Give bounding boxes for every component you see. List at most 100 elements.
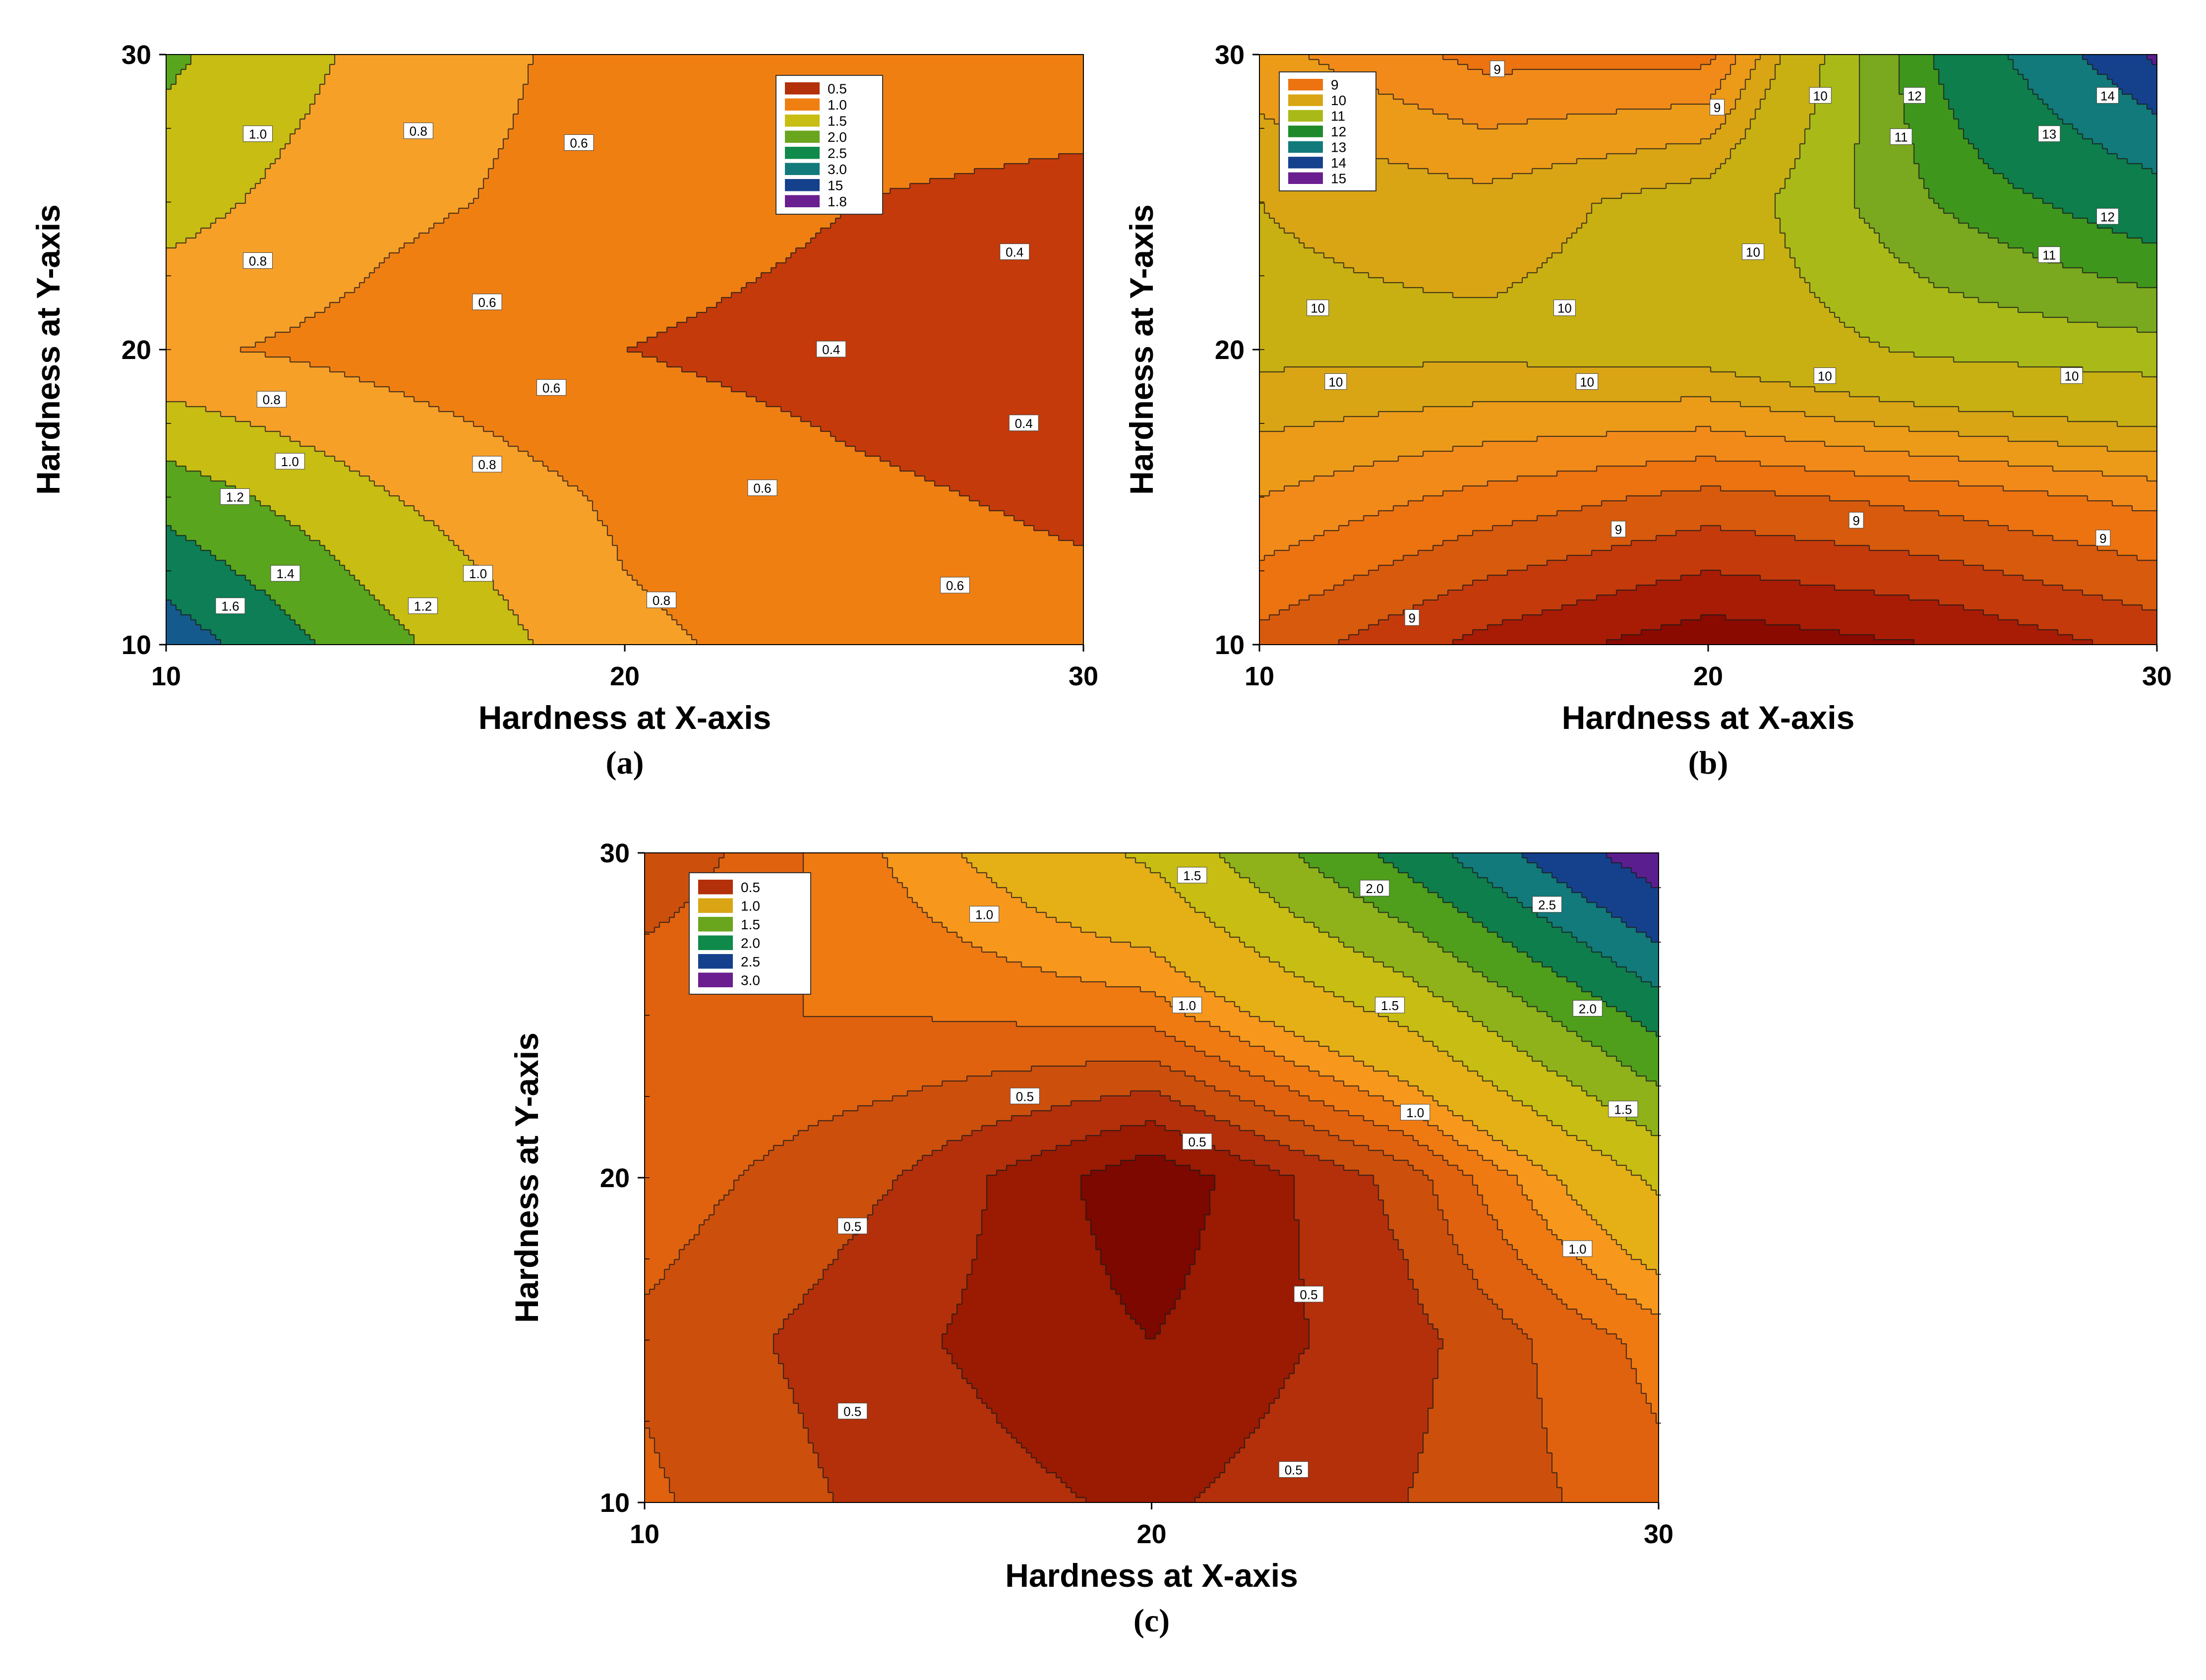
contour-cell [166,60,172,65]
contour-cell [310,60,315,65]
contour-cell [295,60,300,65]
contour-cell [171,60,177,65]
contour-cell [642,60,648,65]
contour-cell [1059,55,1064,60]
contour-cell [875,60,881,65]
contour-cell [697,60,702,65]
contour-cell [984,55,990,60]
contour-cell [647,55,653,60]
contour-cell [890,60,895,65]
contour-cell [1024,55,1029,60]
contour-cell [444,55,449,60]
contour-cell [974,55,980,60]
contour-cell [702,55,707,60]
contour-cell [766,55,772,60]
contour-cell [384,60,390,65]
contour-cell [250,60,256,65]
contour-cell [796,60,801,65]
contour-cell [221,60,226,65]
contour-cell [806,55,811,60]
contour-cell [236,60,241,65]
contour-cell [478,55,484,60]
contour-cell [736,60,742,65]
contour-cell [434,60,439,65]
contour-cell [290,60,296,65]
contour-cell [652,60,657,65]
contour-cell [548,55,553,60]
contour-cell [513,60,519,65]
contour-cell [895,55,900,60]
contour-cell [364,60,370,65]
contour-cell [925,55,930,60]
contour-cell [657,55,662,60]
contour-cell [340,55,345,60]
contour-cell [890,55,895,60]
contour-cell [865,60,871,65]
contour-cell [632,60,638,65]
contour-cell [350,55,355,60]
contour-cell [682,55,687,60]
contour-cell [627,55,633,60]
contour-cell [1069,55,1074,60]
contour-cell [265,55,271,60]
contour-cell [979,55,985,60]
contour-cell [915,55,920,60]
contour-cell [538,55,543,60]
contour-cell [1004,55,1010,60]
contour-cell [325,60,330,65]
contour-cell [226,55,231,60]
contour-cell [464,60,469,65]
contour-cell [945,55,950,60]
contour-cell [731,60,737,65]
contour-cell [776,55,781,60]
contour-cell [721,60,727,65]
contour-cell [677,60,682,65]
contour-cell [176,55,181,60]
contour-cell [1014,55,1019,60]
contour-cell [250,55,256,60]
contour-cell [255,60,261,65]
contour-cell [627,60,633,65]
contour-cell [300,60,305,65]
contour-cell [920,55,925,60]
contour-cell [211,55,216,60]
contour-cell [756,55,762,60]
contour-cell [865,55,871,60]
contour-cell [335,55,340,60]
contour-cell [300,55,305,60]
contour-cell [191,55,196,60]
contour-cell [558,60,563,65]
contour-cell [835,60,841,65]
contour-cell [697,55,702,60]
contour-cell [850,55,856,60]
contour-cell [221,55,226,60]
contour-cell [583,60,588,65]
contour-cell [707,60,712,65]
contour-cell [910,55,915,60]
contour-cell [593,60,598,65]
contour-cell [439,55,444,60]
contour-cell [181,60,186,65]
contour-cell [488,60,494,65]
contour-cell [240,60,246,65]
contour-cell [538,60,543,65]
contour-cell [791,55,796,60]
contour-cell [419,55,424,60]
contour-cell [746,55,752,60]
contour-cell [602,55,608,60]
contour-cell [414,60,419,65]
contour-cell [622,55,628,60]
contour-cell [211,60,216,65]
contour-cell [756,60,762,65]
contour-cell [597,55,603,60]
contour-cell [320,60,325,65]
contour-cell [702,60,707,65]
contour-cell [870,60,876,65]
contour-cell [548,60,553,65]
contour-cell [875,55,881,60]
contour-cell [404,60,410,65]
contour-cell [816,60,821,65]
contour-cell [1044,55,1049,60]
contour-cell [573,60,578,65]
contour-cell [855,60,861,65]
